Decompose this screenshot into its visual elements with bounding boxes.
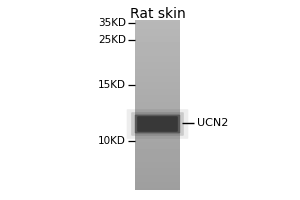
Text: 15KD: 15KD xyxy=(98,80,126,90)
FancyBboxPatch shape xyxy=(137,116,178,132)
Text: 35KD: 35KD xyxy=(98,18,126,28)
FancyBboxPatch shape xyxy=(127,109,188,139)
Text: 10KD: 10KD xyxy=(98,136,126,146)
FancyBboxPatch shape xyxy=(135,115,180,133)
FancyBboxPatch shape xyxy=(131,112,184,136)
Text: Rat skin: Rat skin xyxy=(130,7,185,21)
Text: UCN2: UCN2 xyxy=(196,118,228,128)
Text: 25KD: 25KD xyxy=(98,35,126,45)
